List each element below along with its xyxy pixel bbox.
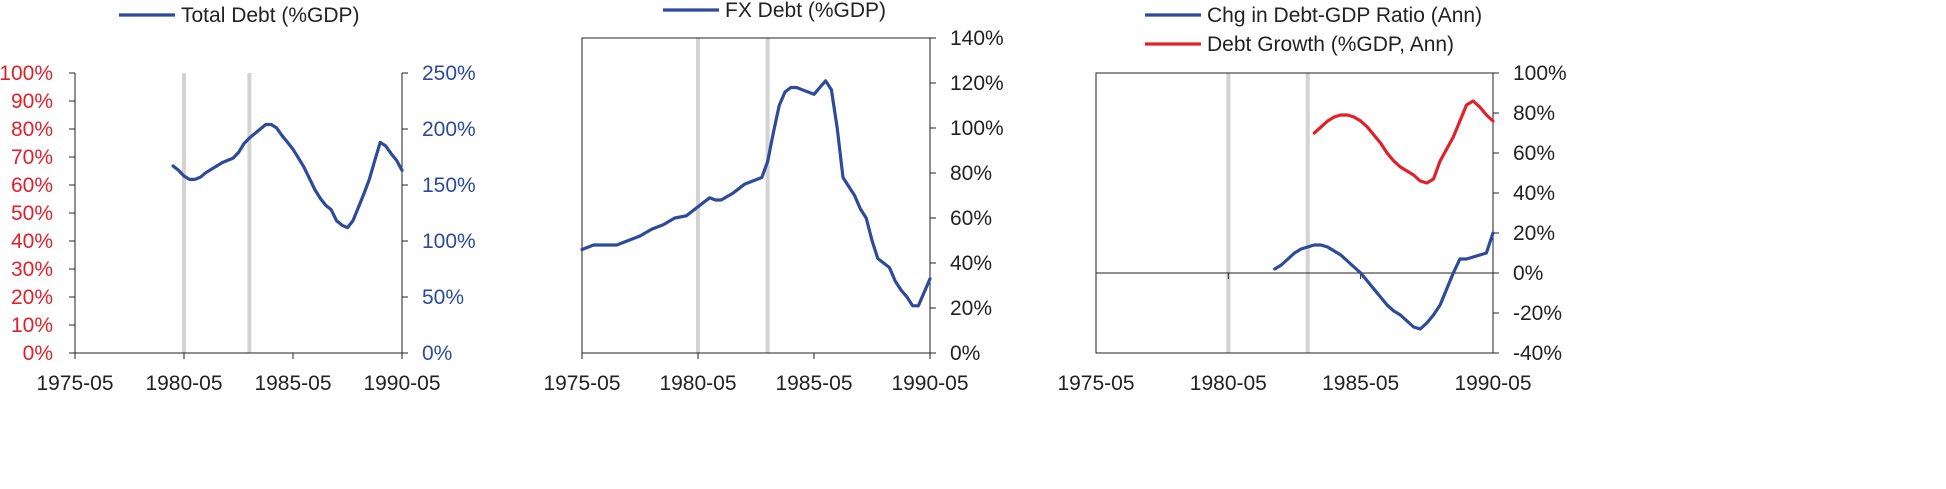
x-tick-label: 1980-05 (659, 372, 736, 395)
x-tick-label: 1980-05 (145, 372, 222, 395)
y-left-tick-label: 60% (11, 174, 53, 197)
y-right-tick-label: 100% (422, 230, 476, 253)
legend-entry: Debt Growth (%GDP, Ann) (1207, 33, 1454, 56)
series-line (580, 79, 932, 308)
y-right-tick-label: 80% (1513, 102, 1555, 125)
y-right-tick-label: 80% (950, 162, 992, 185)
y-left-tick-label: 0% (23, 342, 53, 365)
y-right-tick-label: 40% (1513, 182, 1555, 205)
y-left-tick-label: 10% (11, 314, 53, 337)
plot-frame (581, 37, 931, 354)
y-right-tick-label: 0% (422, 342, 452, 365)
legend-entry: Total Debt (%GDP) (181, 4, 360, 27)
y-right-tick-label: 150% (422, 174, 476, 197)
y-right-tick-label: 20% (1513, 222, 1555, 245)
y-right-tick-label: 100% (1513, 62, 1567, 85)
y-right-tick-label: 60% (1513, 142, 1555, 165)
x-tick-label: 1990-05 (891, 372, 968, 395)
x-tick-label: 1990-05 (363, 372, 440, 395)
chart-3: 1975-05 1980-05 1985-05 1990-05 -40% -20% 0% 20… (1057, 4, 1566, 395)
y-left-tick-label: 40% (11, 230, 53, 253)
y-left-tick-label: 20% (11, 286, 53, 309)
series-line (171, 122, 404, 230)
y-left-tick-label: 50% (11, 202, 53, 225)
y-right-tick-label: 0% (1513, 262, 1543, 285)
y-right-tick-label: 20% (950, 297, 992, 320)
y-right-tick-label: 0% (950, 342, 980, 365)
series-line (1312, 99, 1495, 185)
y-right-tick-label: 200% (422, 118, 476, 141)
x-tick-label: 1985-05 (1322, 372, 1399, 395)
y-left-tick-label: 30% (11, 258, 53, 281)
y-left-tick-label: 80% (11, 118, 53, 141)
y-right-tick-label: 250% (422, 62, 476, 85)
y-left-tick-label: 90% (11, 90, 53, 113)
y-left-tick-label: 100% (0, 62, 53, 85)
x-tick-label: 1985-05 (254, 372, 331, 395)
y-right-tick-label: -40% (1513, 342, 1562, 365)
legend-entry: FX Debt (%GDP) (725, 0, 886, 22)
chart-2: 1975-05 1980-05 1985-05 1990-05 0% 20% 40% 60% 8… (543, 0, 1003, 395)
chart-1: 1975-05 1980-05 1985-05 1990-05 0% 50% 100% 150… (0, 4, 476, 395)
x-tick-label: 1980-05 (1190, 372, 1267, 395)
plot-frame (1095, 72, 1494, 354)
y-right-tick-label: 50% (422, 286, 464, 309)
x-tick-label: 1975-05 (36, 372, 113, 395)
y-right-tick-label: 100% (950, 117, 1004, 140)
y-left-tick-label: 70% (11, 146, 53, 169)
x-tick-label: 1975-05 (1057, 372, 1134, 395)
x-tick-label: 1985-05 (775, 372, 852, 395)
x-tick-label: 1975-05 (543, 372, 620, 395)
y-right-tick-label: 140% (950, 27, 1004, 50)
y-right-tick-label: 120% (950, 72, 1004, 95)
y-right-tick-label: -20% (1513, 302, 1562, 325)
x-tick-label: 1990-05 (1454, 372, 1531, 395)
y-right-tick-label: 60% (950, 207, 992, 230)
legend-entry: Chg in Debt-GDP Ratio (Ann) (1207, 4, 1482, 27)
y-right-tick-label: 40% (950, 252, 992, 275)
series-line (1273, 231, 1495, 331)
